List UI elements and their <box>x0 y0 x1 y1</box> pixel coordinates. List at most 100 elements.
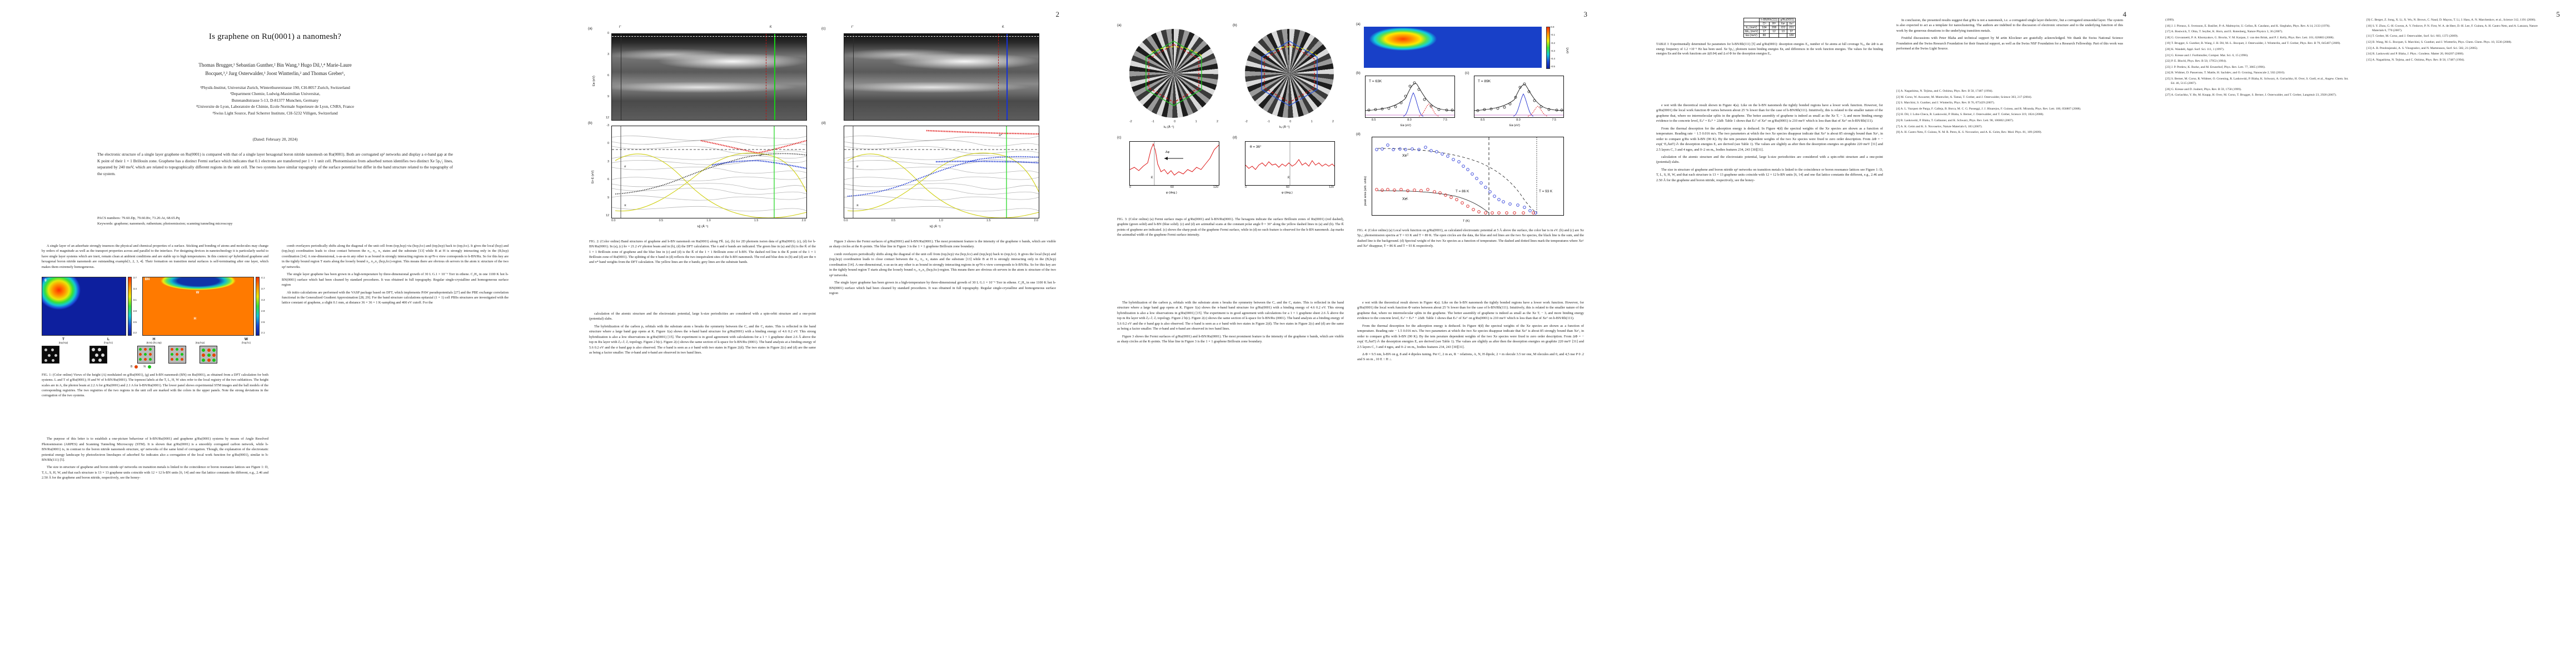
figure-3-xlabel-b: kₓ (Å⁻¹) <box>1279 126 1289 129</box>
reference-item: [11] T. Greber, M. Corso, and J. Osterwa… <box>2366 34 2550 38</box>
fermi-surface-bn: Γ̄ K̄ <box>1245 29 1334 118</box>
gamma-line-c <box>853 34 854 120</box>
paragraph: calculation of the atomic structure and … <box>1656 155 1883 165</box>
paragraph: The single layer graphene has been grown… <box>282 272 509 287</box>
reference-item: [15] A. Nagashima, N. Tejima, and C. Osh… <box>2366 58 2550 62</box>
figure-3-philabel-c: φ (deg.) <box>1166 191 1177 195</box>
xtick: 0.0 <box>611 219 616 222</box>
xtick: 1 <box>1311 120 1313 123</box>
figure-3-panel-b-label: (b) <box>1233 23 1237 27</box>
band-label-pistar-d: π* <box>999 134 1002 137</box>
reference-item: [6] R. Laskowski, P. Blaha, T. Gallauner… <box>1896 118 2123 123</box>
paragraph: Ab initio calculations are performed wit… <box>282 290 509 306</box>
paragraph: Δ Φ = 9.5 nm, h-BN on g, 8 and 4 dipoles… <box>1357 352 1584 362</box>
heatmap-site-h: H <box>194 317 196 321</box>
boron-dot-icon <box>134 365 138 369</box>
stm-image-T <box>42 346 59 364</box>
xtick: 1.0 <box>706 219 711 222</box>
reference-item: [23] J. P. Perdew, K. Burke, and M. Ernz… <box>2165 65 2349 69</box>
figure-4-colorbar-unit: (eV) <box>1566 47 1569 53</box>
reference-item: [19] T. Brugger, S. Gunther, B. Wang, J.… <box>2165 41 2349 46</box>
bn-kpoint-line-c <box>1007 34 1008 120</box>
pacs-numbers: PACS numbers: 79.60.Dp, 79.60.Bv, 73.20.… <box>97 216 453 221</box>
table-cell: 37 <box>1787 30 1796 34</box>
delta-phi-label: Δφ <box>1165 151 1169 154</box>
phitick: 120 <box>1329 186 1334 189</box>
paragraph: e wet with the theoretical result shown … <box>1357 300 1584 321</box>
band-plot-bn: σ π π* <box>844 126 1039 218</box>
figure-1-site-labels: T (top,hcp) L (hcp,fcc) H (B,N)=(fcc,top… <box>42 337 268 344</box>
reference-item: (1999). <box>2165 18 2349 22</box>
site-sub-L: (hcp,fcc) <box>87 341 130 344</box>
colorbar-bn <box>256 277 260 336</box>
page4-column-1: e wet with the theoretical result shown … <box>1656 103 1883 185</box>
page2-column-1: calculation of the atomic structure and … <box>589 311 816 358</box>
table-row: Eʙ (meV) 80 180 <box>1743 34 1796 38</box>
cbar-tick: -0.5 <box>1551 66 1561 68</box>
colorbar-ticks-graphene: 3.7 3.4 3.1 2.8 2.5 2.2 <box>133 277 141 335</box>
page-2: 2 (a) Γ̄ K̄ Eʙ (eV) 0 3 6 9 12 (c) <box>578 0 1067 667</box>
heatmap-bn: BN W H <box>142 277 254 336</box>
figure-3-panel-d-label: (d) <box>1233 136 1237 140</box>
ru-kpoint-line-c <box>998 34 999 120</box>
xtick: 0.5 <box>659 219 664 222</box>
xps-spectrum-63k: T = 63K <box>1365 76 1455 118</box>
paragraph: From the thermal desorption for the adso… <box>1656 126 1883 152</box>
table-row: Cᴴ Rᴴ Xeᴸ Xeᵀ <box>1743 22 1796 26</box>
phitick: 0 <box>1129 186 1131 189</box>
paragraph: comb overlayers periodically shifts alon… <box>829 252 1056 278</box>
xtick: 0 <box>1174 120 1175 123</box>
paragraph: A single layer of an adsorbate strongly … <box>42 243 268 270</box>
figure-1-caption: FIG. 1: (Color online) Views of the heig… <box>42 372 268 398</box>
figure-2-xlabel-d: k∥ (Å⁻¹) <box>930 225 940 228</box>
figure-2-xticks-b: 0.0 0.5 1.0 1.5 2.0 <box>611 219 806 222</box>
reference-item: [2] M. Corso, W. Auwarter, M. Muntwiler,… <box>1896 95 2123 99</box>
table-cell: 17 <box>1760 30 1770 34</box>
paragraph: The hybridization of the carbon pₓ orbit… <box>589 324 816 356</box>
figure-4-xticks-c: 8.5 8.0 7.5 <box>1481 118 1556 122</box>
figure-2-ylabel-a: Eʙ (eV) <box>592 76 596 86</box>
ytick: 6 <box>597 178 609 181</box>
paragraph: Fruitful discussions with Peter Blaha an… <box>1896 36 2123 51</box>
band-label-pi-b: π <box>624 204 626 207</box>
figure-4-panel-a-label: (a) <box>1356 22 1361 26</box>
nitrogen-dot-icon <box>148 365 151 369</box>
cbar-tick: 3.7 <box>261 288 268 291</box>
authors-line-1: Thomas Brugger,¹ Sebastian Gunther,² Bin… <box>53 61 497 69</box>
ball-model-H <box>137 346 155 364</box>
figure-2-xlabel-b: k∥ (Å⁻¹) <box>697 225 708 228</box>
cbar-tick: -0.1 <box>1551 34 1561 37</box>
table-1-caption: TABLE I: Experimentally determined Xe pa… <box>1656 42 1883 57</box>
ytick: 3 <box>599 53 609 56</box>
reference-item: [12] B. Wang, M.-L. Bocquet, S. Marchini… <box>2366 40 2550 44</box>
figure-1-legend: B N <box>131 365 268 369</box>
colorbar-ticks-bn: 4.1 3.7 3.3 2.9 2.5 2.1 <box>261 277 268 335</box>
band-plot-bn-svg <box>844 126 1039 218</box>
xtick: 0.0 <box>844 219 848 222</box>
page-title: Is graphene on Ru(0001) a nanomesh? <box>31 32 520 42</box>
page5-references-column-2: [9] C. Berger, Z. Song, X. Li, X. Wu, N.… <box>2366 18 2550 63</box>
figure-2-yticks-a: 0 3 6 9 12 <box>599 32 609 120</box>
authors-line-2: Bocquet,³,² Jurg Osterwalder,¹ Joost Win… <box>53 69 497 78</box>
band-plot-graphene-svg <box>612 126 806 218</box>
figure-4-panel-c-label: (c) <box>1465 71 1469 75</box>
xtick: 8.5 <box>1481 118 1485 122</box>
ytick: 3 <box>597 160 609 163</box>
xps-temp-63k: T = 63K <box>1369 79 1382 83</box>
band-label-pi-d: π <box>856 204 859 207</box>
table-cell: 13 <box>1779 30 1787 34</box>
xtick: 8.0 <box>1407 118 1412 122</box>
page3-column-2: e wet with the theoretical result shown … <box>1357 300 1584 365</box>
cbar-tick: 2.1 <box>261 332 268 335</box>
work-function-surface <box>1364 27 1542 68</box>
page-4: 4 h-BN/Rh(111) g/Ru(0001) Cᴴ Rᴴ Xeᴸ Xeᵀ … <box>1645 0 2134 667</box>
page3-column-1: The hybridization of the carbon pₓ orbit… <box>1117 300 1344 347</box>
figure-2-yticks-b: -3 0 3 6 9 12 <box>597 124 609 217</box>
reference-item: [16] J. J. Pireaux, S. Svensson, E. Basi… <box>2165 24 2349 28</box>
cbar-tick: 3.3 <box>261 299 268 302</box>
fermi-surface-graphene-overlay <box>1129 29 1218 118</box>
table-group-gru: g/Ru(0001) <box>1779 18 1796 22</box>
kpoint-label-c: K̄ <box>1151 176 1153 180</box>
ytick: 0 <box>597 142 609 145</box>
cbar-tick: 2.2 <box>133 332 141 335</box>
